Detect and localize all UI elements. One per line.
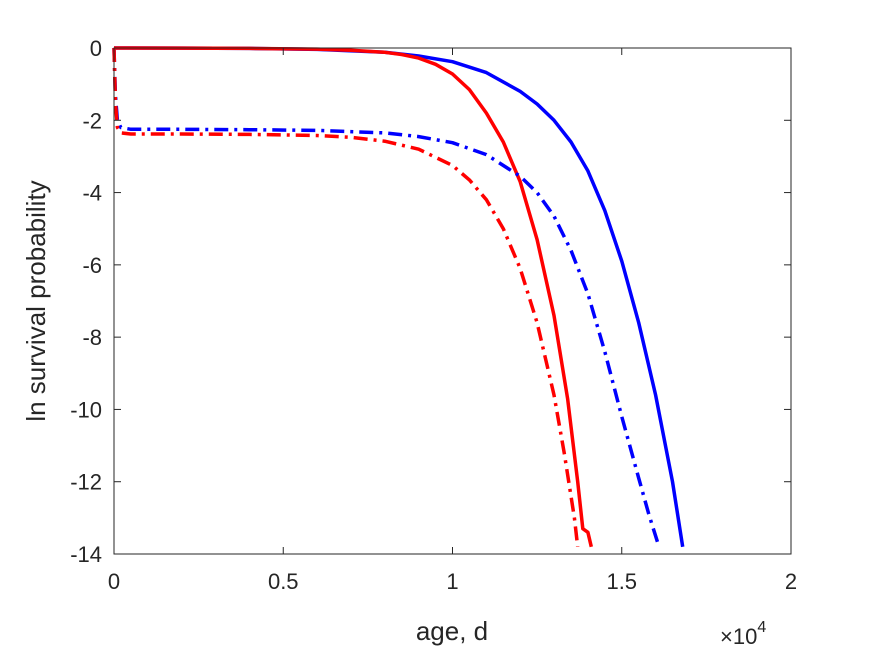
y-tick-label: -10 [70, 397, 102, 422]
y-tick-label: -12 [70, 470, 102, 495]
y-tick-label: -6 [82, 253, 102, 278]
y-tick-label: 0 [90, 36, 102, 61]
y-tick-label: -8 [82, 325, 102, 350]
x-tick-label: 2 [785, 569, 797, 594]
x-exponent-label: ×104 [720, 619, 766, 649]
series-line-4 [112, 47, 580, 547]
x-tick-label: 1 [446, 569, 458, 594]
series-line-2 [113, 46, 594, 548]
x-exponent-power: 4 [757, 619, 766, 636]
y-tick-label: -4 [82, 181, 102, 206]
tick-layer: 0 0.5 1 1.5 2 0 -2 -4 -6 -8 -10 -12 -14 [70, 36, 797, 594]
x-tick-label: 0 [108, 569, 120, 594]
y-tick-label: -14 [70, 542, 102, 567]
series-layer [112, 46, 685, 548]
x-exponent-prefix: ×10 [720, 624, 757, 649]
x-axis-label: age, d [416, 616, 488, 646]
x-tick-label: 1.5 [606, 569, 637, 594]
y-axis-label: ln survival probability [21, 180, 51, 421]
y-tick-label: -2 [82, 108, 102, 133]
x-tick-label: 0.5 [268, 569, 299, 594]
